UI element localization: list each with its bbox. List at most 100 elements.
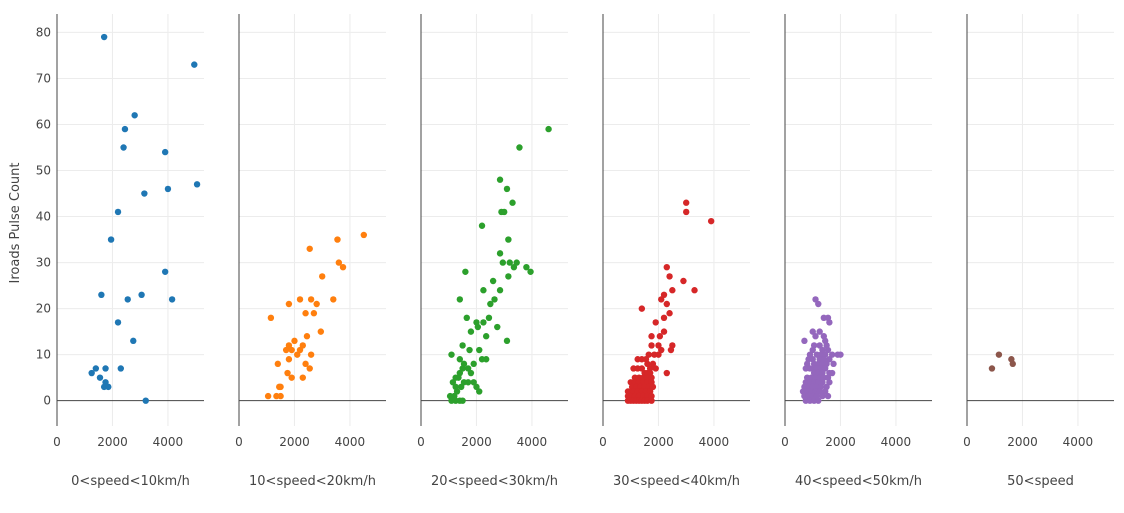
data-point	[474, 323, 482, 331]
data-point	[161, 268, 169, 275]
data-point	[837, 351, 844, 358]
y-tick-label: 0	[43, 394, 51, 408]
data-point	[660, 291, 668, 299]
data-point	[480, 287, 487, 294]
data-point	[499, 259, 507, 266]
data-point	[819, 392, 826, 400]
x-tick-label: 2000	[825, 435, 856, 449]
data-point	[284, 369, 291, 377]
data-point	[648, 374, 655, 381]
data-point	[107, 236, 115, 243]
data-point	[510, 263, 518, 271]
x-tick-label: 0	[781, 435, 789, 449]
data-point	[482, 333, 490, 340]
data-point	[455, 374, 462, 381]
data-point	[313, 300, 320, 308]
data-point	[462, 268, 469, 275]
data-point	[310, 310, 318, 317]
data-point	[467, 369, 475, 377]
y-tick-label: 40	[36, 210, 51, 224]
x-tick-label: 0	[599, 435, 607, 449]
data-point	[339, 263, 347, 271]
data-point	[114, 319, 122, 326]
data-point	[669, 287, 676, 294]
data-point	[476, 346, 483, 354]
data-point	[826, 319, 833, 326]
data-point	[648, 333, 655, 340]
data-point	[638, 365, 646, 372]
data-point	[513, 259, 520, 266]
data-point	[666, 310, 673, 317]
data-point	[826, 356, 833, 363]
x-tick-label: 4000	[1063, 435, 1094, 449]
data-point	[117, 365, 124, 372]
x-tick-label: 0	[53, 435, 61, 449]
data-point	[360, 231, 368, 239]
data-point	[816, 388, 823, 395]
data-point	[302, 360, 309, 368]
y-axis-title: Iroads Pulse Count	[8, 163, 23, 284]
data-point	[666, 273, 673, 280]
data-point	[988, 365, 996, 372]
data-point	[264, 392, 272, 400]
y-tick-label: 20	[36, 302, 51, 316]
data-point	[501, 208, 508, 216]
data-point	[503, 337, 511, 345]
data-point	[655, 342, 662, 349]
data-point	[809, 346, 816, 354]
data-point	[120, 144, 127, 151]
y-tick-label: 30	[36, 256, 51, 270]
data-point	[683, 199, 690, 206]
data-point	[995, 351, 1003, 358]
data-point	[291, 337, 298, 345]
data-point	[648, 397, 655, 404]
data-point	[138, 291, 145, 299]
data-point	[302, 310, 309, 317]
data-point	[828, 369, 836, 377]
data-point	[658, 296, 665, 303]
data-point	[815, 397, 822, 404]
data-point	[164, 185, 172, 193]
data-point	[506, 259, 513, 266]
data-point	[142, 397, 149, 404]
data-point	[306, 365, 313, 372]
data-point	[334, 236, 341, 243]
data-point	[448, 351, 455, 358]
data-point	[459, 342, 466, 349]
data-point	[660, 328, 668, 335]
x-tick-label: 0	[417, 435, 425, 449]
data-point	[663, 369, 670, 377]
data-point	[649, 360, 657, 368]
data-point	[464, 379, 472, 386]
data-point	[806, 365, 814, 372]
data-point	[683, 208, 690, 216]
data-point	[648, 342, 655, 349]
panel-label: 40<speed<50km/h	[795, 474, 922, 489]
data-point	[489, 277, 497, 285]
data-point	[303, 333, 311, 340]
y-tick-label: 80	[36, 25, 51, 39]
data-point	[655, 351, 662, 358]
data-point	[645, 351, 652, 358]
data-point	[285, 356, 293, 363]
data-point	[509, 199, 516, 206]
data-point	[453, 388, 461, 395]
data-point	[282, 346, 290, 354]
data-point	[822, 388, 829, 395]
data-point	[476, 388, 483, 395]
data-point	[545, 125, 552, 133]
data-point	[456, 296, 464, 303]
data-point	[161, 148, 169, 156]
data-point	[124, 296, 131, 303]
data-point	[121, 125, 129, 133]
data-point	[88, 369, 95, 377]
data-point	[100, 33, 108, 41]
data-point	[809, 328, 816, 335]
data-point	[470, 360, 477, 368]
data-point	[824, 392, 832, 400]
data-point	[822, 365, 829, 372]
data-point	[707, 217, 715, 225]
data-point	[663, 263, 670, 271]
data-point	[466, 346, 473, 354]
